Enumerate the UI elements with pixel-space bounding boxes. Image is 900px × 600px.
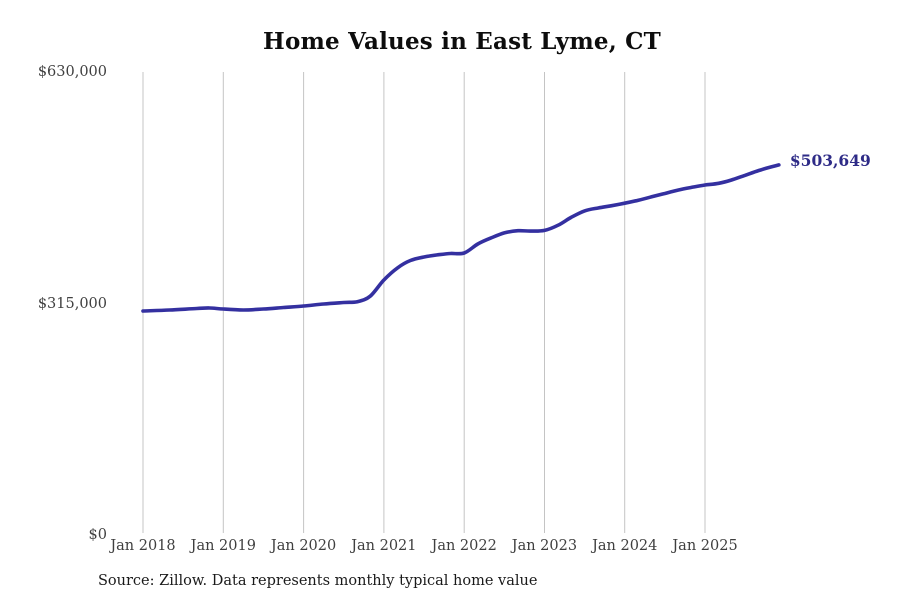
last-value-annotation: $503,649	[789, 150, 871, 170]
x-axis-tick-label: Jan 2019	[190, 538, 256, 554]
y-axis-tick-label: $0	[88, 527, 107, 543]
y-axis-tick-label: $315,000	[37, 295, 107, 312]
x-axis-tick-label: Jan 2020	[270, 538, 337, 554]
source-note: Source: Zillow. Data represents monthly …	[98, 573, 538, 589]
x-axis-tick-label: Jan 2021	[351, 538, 417, 554]
x-axis-tick-label: Jan 2023	[511, 538, 578, 554]
chart-title: Home Values in East Lyme, CT	[263, 28, 661, 55]
x-axis-tick-label: Jan 2022	[431, 538, 497, 554]
x-axis-tick-label: Jan 2024	[592, 538, 658, 554]
y-axis-tick-label: $630,000	[37, 64, 107, 80]
x-axis-tick-label: Jan 2018	[110, 538, 176, 554]
x-axis-tick-label: Jan 2025	[672, 538, 738, 554]
home-value-line	[141, 163, 781, 313]
